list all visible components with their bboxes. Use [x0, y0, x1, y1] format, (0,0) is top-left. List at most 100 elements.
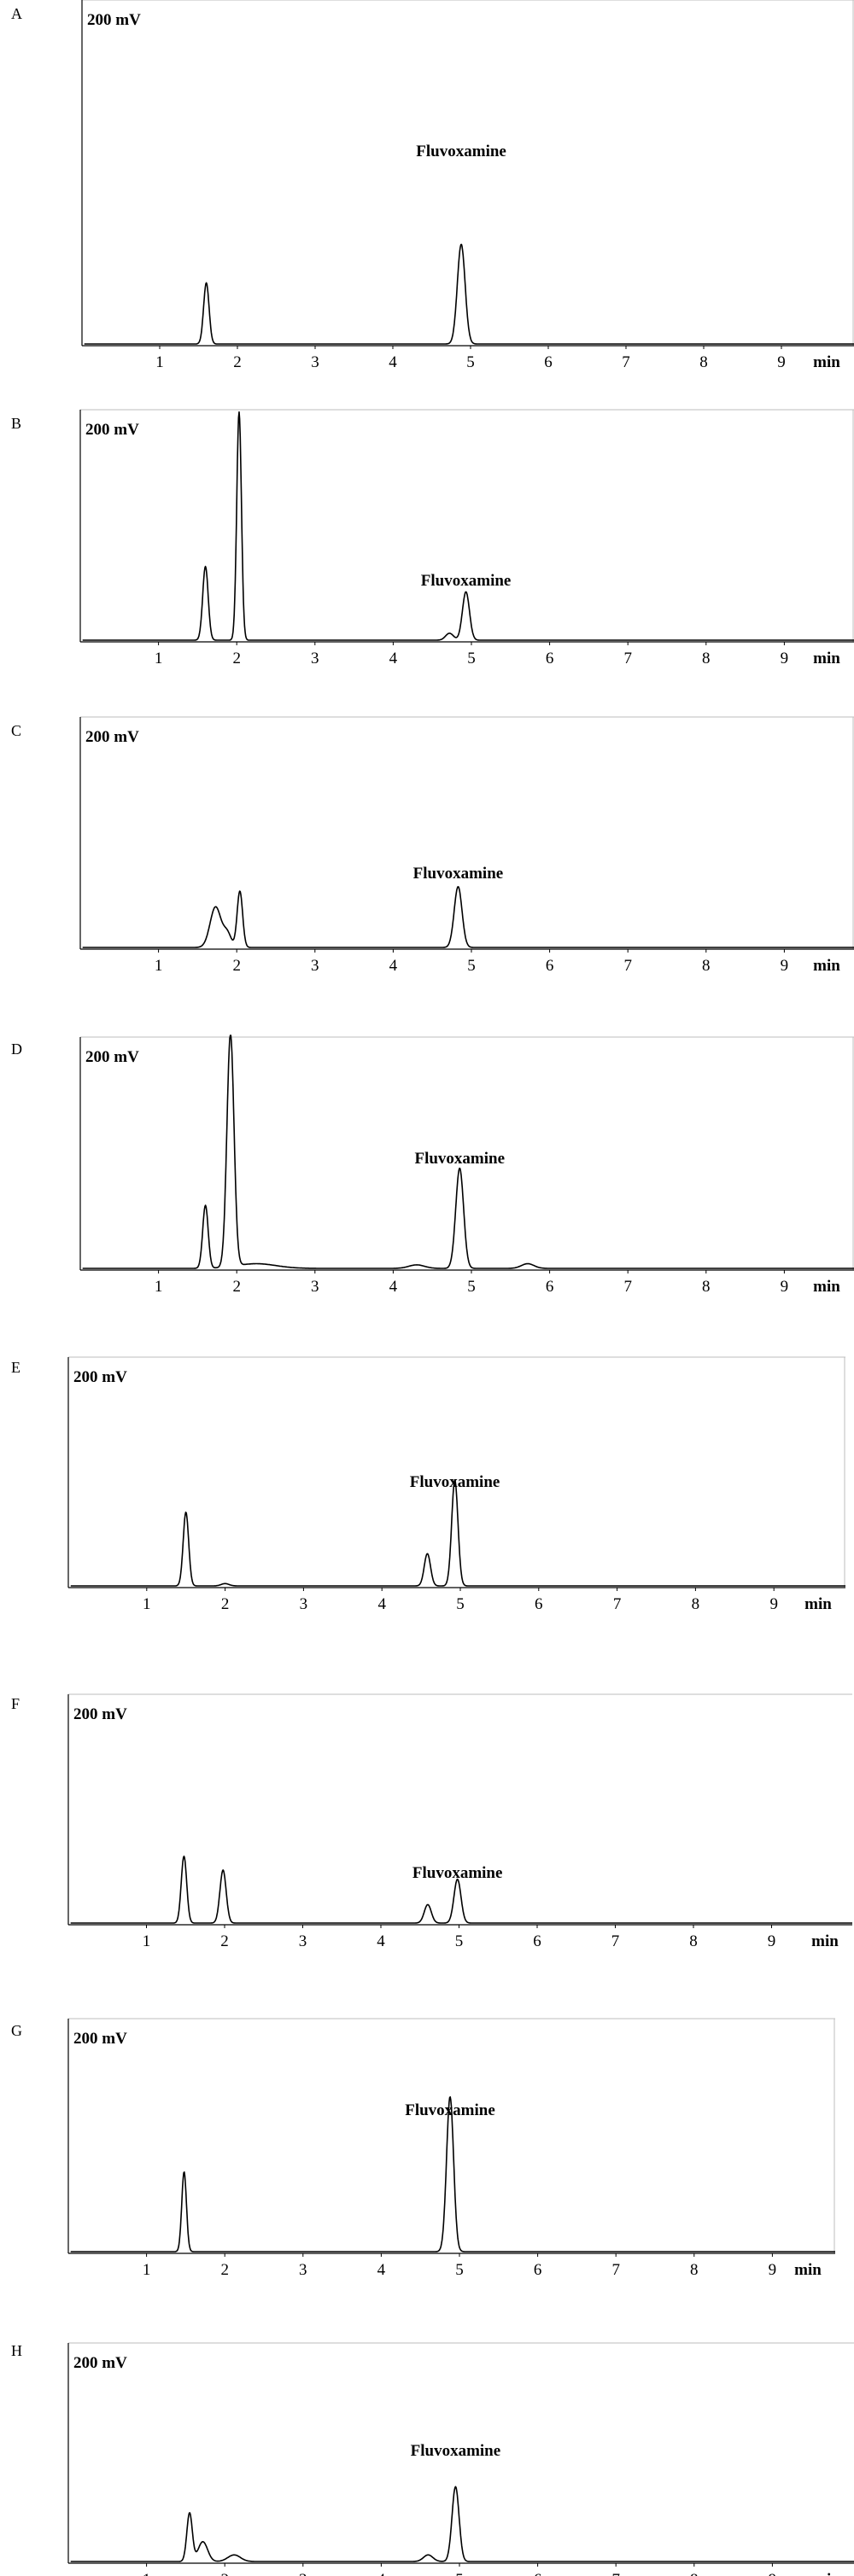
x-tick-label: 1	[143, 2261, 151, 2279]
chromatogram-panel-f: F 200 mV 1 2 3 4 5 6 7 8 9 min Fluvoxamine	[11, 1693, 853, 1950]
x-tick-label: 5	[467, 1278, 476, 1296]
chromatogram-panel-c: C 200 mV 1 2 3 4 5 6 7 8 9 min Fluvoxamine	[11, 716, 854, 975]
x-tick-label: 3	[311, 353, 319, 371]
panel-letter: F	[11, 1695, 20, 1712]
x-tick-label: 3	[311, 650, 319, 667]
x-tick-label: 3	[311, 957, 319, 975]
x-tick-label: 5	[455, 1932, 464, 1950]
x-tick-label: 7	[623, 650, 632, 667]
x-unit-label: min	[794, 2261, 822, 2279]
x-tick-label: 5	[455, 2571, 464, 2576]
x-unit-label: min	[813, 2571, 840, 2576]
x-tick-label: 1	[143, 1932, 151, 1950]
x-tick-label: 9	[777, 353, 786, 371]
x-unit-label: min	[804, 1595, 832, 1613]
x-tick-label: 7	[622, 353, 630, 371]
x-tick-label: 2	[232, 650, 241, 667]
x-tick-label: 2	[220, 2261, 229, 2279]
x-unit-label: min	[813, 650, 840, 667]
x-tick-label: 6	[534, 2261, 542, 2279]
x-tick-label: 5	[456, 1595, 465, 1613]
peak-label-fluvoxamine: Fluvoxamine	[410, 1473, 500, 1491]
x-tick-label: 8	[690, 2261, 699, 2279]
chromatogram-panel-g: G 200 mV 1 2 3 4 5 6 7 8 9 min Fluvoxamine	[11, 2018, 836, 2279]
peak-label-fluvoxamine: Fluvoxamine	[421, 572, 512, 590]
panel-letter: H	[11, 2342, 22, 2359]
x-tick-label: 4	[377, 2571, 386, 2576]
peak-label-fluvoxamine: Fluvoxamine	[405, 2101, 495, 2119]
x-tick-label: 1	[143, 2571, 151, 2576]
peak-label-fluvoxamine: Fluvoxamine	[412, 1864, 503, 1882]
x-tick-label: 4	[377, 1595, 386, 1613]
x-tick-label: 7	[623, 1278, 632, 1296]
x-tick-label: 9	[769, 1595, 778, 1613]
chromatogram-trace	[70, 2486, 854, 2562]
x-tick-label: 5	[455, 2261, 464, 2279]
chromatogram-panel-h: H 200 mV 1 2 3 4 5 6 7 8 9 min Fluvoxamine	[11, 2342, 854, 2576]
chromatogram-trace	[82, 886, 854, 948]
peak-label-fluvoxamine: Fluvoxamine	[411, 2442, 501, 2460]
panel-letter: C	[11, 722, 21, 739]
x-tick-label: 8	[692, 1595, 700, 1613]
x-tick-label: 5	[467, 957, 476, 975]
peak-label-fluvoxamine: Fluvoxamine	[416, 143, 506, 160]
x-tick-label: 1	[155, 650, 163, 667]
x-tick-label: 7	[623, 957, 632, 975]
x-tick-label: 6	[544, 353, 553, 371]
x-tick-label: 9	[781, 650, 789, 667]
x-tick-label: 1	[155, 957, 163, 975]
x-tick-label: 9	[768, 1932, 776, 1950]
x-tick-label: 2	[220, 2571, 229, 2576]
x-tick-label: 4	[389, 1278, 398, 1296]
x-tick-label: 6	[546, 957, 554, 975]
chromatogram-trace	[84, 243, 854, 345]
panel-letter: A	[11, 5, 22, 22]
x-tick-label: 6	[533, 1932, 541, 1950]
scale-label: 200 mV	[73, 1368, 127, 1386]
scale-label: 200 mV	[85, 728, 139, 746]
x-tick-label: 8	[702, 957, 711, 975]
x-tick-label: 4	[389, 353, 397, 371]
x-tick-label: 2	[232, 957, 241, 975]
x-tick-label: 2	[220, 1932, 229, 1950]
chromatogram-panel-b: B 200 mV 1 2 3 4 5 6 7 8 9 min Fluvoxamine	[11, 409, 854, 667]
x-unit-label: min	[813, 1278, 840, 1296]
peak-label-fluvoxamine: Fluvoxamine	[414, 1150, 505, 1168]
chromatogram-trace	[70, 1855, 853, 1924]
peak-apex	[227, 934, 228, 935]
scale-label: 200 mV	[73, 2354, 127, 2372]
panel-letter: G	[11, 2022, 22, 2039]
panel-letter: E	[11, 1359, 20, 1376]
x-tick-label: 3	[311, 1278, 319, 1296]
x-tick-label: 6	[546, 650, 554, 667]
x-tick-label: 8	[689, 1932, 698, 1950]
x-tick-label: 9	[769, 2571, 777, 2576]
panel-letter: B	[11, 415, 21, 432]
chromatogram-trace	[70, 1479, 846, 1587]
peak-label-fluvoxamine: Fluvoxamine	[413, 865, 504, 883]
x-tick-label: 3	[299, 2571, 307, 2576]
scale-label: 200 mV	[85, 1048, 139, 1066]
x-tick-label: 8	[702, 1278, 711, 1296]
x-unit-label: min	[813, 353, 840, 371]
x-tick-label: 4	[389, 650, 398, 667]
x-tick-label: 6	[534, 2571, 542, 2576]
x-tick-label: 2	[221, 1595, 230, 1613]
x-tick-label: 8	[699, 353, 708, 371]
x-tick-label: 9	[769, 2261, 777, 2279]
chromatogram-trace	[82, 1034, 854, 1269]
chromatogram-panel-a: A 200 mV 1 2 3 4 5 6 7 8 9 min Fluvoxamine	[11, 0, 854, 371]
x-tick-label: 7	[611, 2571, 620, 2576]
scale-label: 200 mV	[73, 1705, 127, 1723]
x-tick-label: 2	[232, 1278, 241, 1296]
x-tick-label: 1	[143, 1595, 151, 1613]
x-tick-label: 7	[611, 1932, 620, 1950]
x-tick-label: 5	[466, 353, 475, 371]
scale-label: 200 mV	[87, 11, 141, 29]
x-tick-label: 4	[389, 957, 398, 975]
x-tick-label: 6	[535, 1595, 543, 1613]
x-tick-label: 3	[300, 1595, 308, 1613]
x-tick-label: 5	[467, 650, 476, 667]
x-tick-label: 9	[781, 957, 789, 975]
